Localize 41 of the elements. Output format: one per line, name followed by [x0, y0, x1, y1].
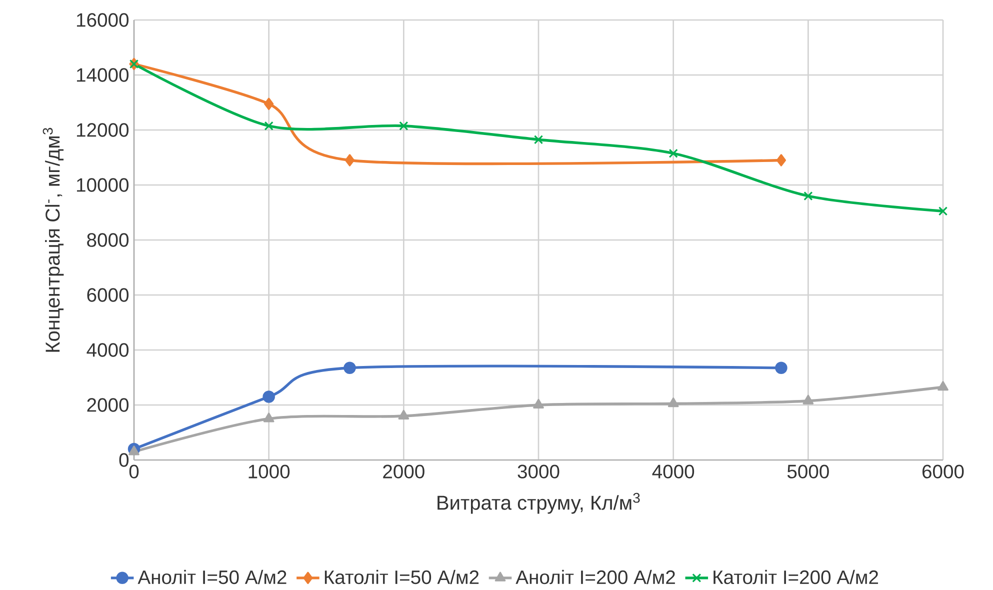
point [263, 412, 274, 422]
x-tick-label: 4000 [652, 464, 694, 478]
point [804, 191, 813, 201]
point [264, 121, 274, 130]
point [398, 410, 410, 420]
point [802, 394, 814, 404]
point [534, 135, 544, 144]
point [775, 362, 788, 374]
y-tick-label: 2000 [87, 398, 129, 412]
point [668, 148, 678, 158]
point [399, 121, 408, 130]
point [344, 154, 355, 166]
point [128, 446, 140, 456]
y-tick-label: 10000 [76, 178, 129, 192]
y-tick-label: 4000 [86, 343, 129, 357]
x-tick-label: 0 [129, 464, 139, 478]
point [776, 154, 786, 166]
y-tick-label: 14000 [76, 68, 129, 82]
point [668, 397, 679, 408]
legend-label: Аноліт I=200 А/м2 [516, 570, 675, 584]
y-tick-label: 12000 [76, 123, 129, 137]
x-axis-title: Витрата струму, Кл/м$^{3}$ [438, 492, 640, 514]
y-tick-label: 6000 [87, 288, 129, 302]
x-tick-label: 5000 [787, 464, 829, 478]
x-tick-label: 2000 [383, 464, 424, 478]
legend-label: Аноліт I=50 А/м2 [138, 570, 286, 584]
legend-label: Католіт I=50 А/м2 [324, 570, 479, 584]
x-tick-label: 1000 [248, 464, 290, 478]
x-tick-label: 6000 [922, 464, 964, 478]
y-tick-label: 8000 [87, 233, 129, 247]
x-tick-label: 3000 [518, 464, 560, 478]
point [262, 390, 275, 403]
y-axis-title: Концентрація Cl$^{-}$, мг/дм$^{3}$ [42, 128, 64, 352]
point [344, 362, 356, 374]
y-tick-label: 16000 [76, 13, 129, 27]
point [938, 206, 948, 216]
legend-label: Католіт I=200 А/м2 [714, 570, 878, 584]
point [938, 380, 948, 391]
point [533, 398, 544, 408]
point [264, 98, 274, 110]
y-tick-label: 0 [119, 453, 129, 467]
